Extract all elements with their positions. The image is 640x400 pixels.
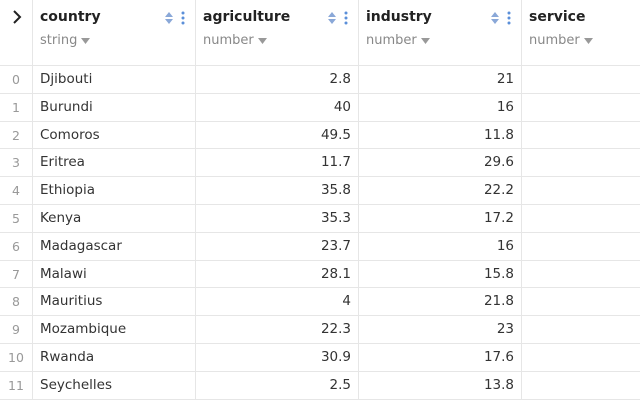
row-index: 1	[0, 93, 33, 122]
cell	[522, 205, 640, 233]
type-caret[interactable]	[81, 37, 91, 44]
cell: 22.3	[196, 316, 359, 344]
expand-cell	[0, 0, 33, 66]
column-header[interactable]: agriculture number	[196, 0, 359, 66]
cell	[522, 149, 640, 178]
row-index: 10	[0, 344, 33, 372]
sort-icon[interactable]	[489, 11, 501, 25]
cell: 35.8	[196, 177, 359, 205]
column-type-label: number	[529, 33, 580, 48]
cell: 17.2	[359, 205, 522, 233]
cell: 21.8	[359, 288, 522, 317]
column-type-label: string	[40, 33, 78, 48]
cell	[522, 66, 640, 94]
cell: Madagascar	[33, 232, 196, 261]
cell: 11.7	[196, 149, 359, 178]
cell	[522, 344, 640, 372]
sort-icon[interactable]	[163, 11, 175, 25]
cell: 16	[359, 232, 522, 261]
cell: 30.9	[196, 344, 359, 372]
header-icons	[163, 10, 185, 29]
cell: Comoros	[33, 121, 196, 150]
column-type: number	[366, 33, 430, 48]
cell: 23	[359, 316, 522, 344]
type-caret[interactable]	[583, 37, 593, 44]
menu-icon[interactable]	[181, 11, 185, 25]
row-index: 2	[0, 121, 33, 150]
cell: 40	[196, 93, 359, 122]
cell: 49.5	[196, 121, 359, 150]
column-header[interactable]: industry number	[359, 0, 522, 66]
cell: Eritrea	[33, 149, 196, 178]
column-header[interactable]: country string	[33, 0, 196, 66]
header-icons	[489, 10, 511, 29]
row-index: 5	[0, 205, 33, 233]
cell	[522, 177, 640, 205]
cell: 17.6	[359, 344, 522, 372]
column-name: agriculture	[203, 9, 291, 25]
column-header[interactable]: service number	[522, 0, 640, 66]
menu-icon[interactable]	[507, 11, 511, 25]
column-name: country	[40, 9, 101, 25]
cell	[522, 261, 640, 289]
cell: 11.8	[359, 121, 522, 150]
row-index: 0	[0, 66, 33, 94]
cell: 15.8	[359, 260, 522, 289]
cell: 29.6	[359, 149, 522, 178]
cell	[522, 122, 640, 150]
cell	[522, 94, 640, 122]
row-index: 7	[0, 260, 33, 289]
cell: 21	[359, 66, 522, 94]
menu-icon[interactable]	[344, 11, 348, 25]
cell: 4	[196, 288, 359, 317]
row-index: 3	[0, 149, 33, 178]
type-caret[interactable]	[257, 37, 267, 44]
row-index: 6	[0, 232, 33, 261]
cell: 2.8	[196, 66, 359, 94]
cell	[522, 233, 640, 261]
cell: 2.5	[196, 371, 359, 400]
cell: 22.2	[359, 177, 522, 205]
sort-icon[interactable]	[326, 11, 338, 25]
column-name: service	[529, 9, 586, 25]
column-type-label: number	[203, 33, 254, 48]
cell: Burundi	[33, 93, 196, 122]
column-name: industry	[366, 9, 432, 25]
row-index: 4	[0, 177, 33, 205]
column-type-label: number	[366, 33, 417, 48]
cell: Kenya	[33, 205, 196, 233]
cell: 13.8	[359, 371, 522, 400]
cell: Mozambique	[33, 316, 196, 344]
column-type: number	[203, 33, 267, 48]
cell: 35.3	[196, 205, 359, 233]
cell: 23.7	[196, 232, 359, 261]
cell: 28.1	[196, 260, 359, 289]
cell: Ethiopia	[33, 177, 196, 205]
cell: 16	[359, 93, 522, 122]
cell: Rwanda	[33, 344, 196, 372]
cell: Djibouti	[33, 66, 196, 94]
row-index: 11	[0, 371, 33, 400]
column-type: string	[40, 33, 91, 48]
column-type: number	[529, 33, 593, 48]
row-index: 8	[0, 288, 33, 317]
cell: Mauritius	[33, 288, 196, 317]
cell	[522, 288, 640, 317]
type-caret[interactable]	[420, 37, 430, 44]
cell	[522, 372, 640, 400]
header-icons	[326, 10, 348, 29]
expand-icon[interactable]	[0, 0, 33, 30]
cell	[522, 316, 640, 344]
cell: Malawi	[33, 260, 196, 289]
cell: Seychelles	[33, 371, 196, 400]
row-index: 9	[0, 316, 33, 344]
